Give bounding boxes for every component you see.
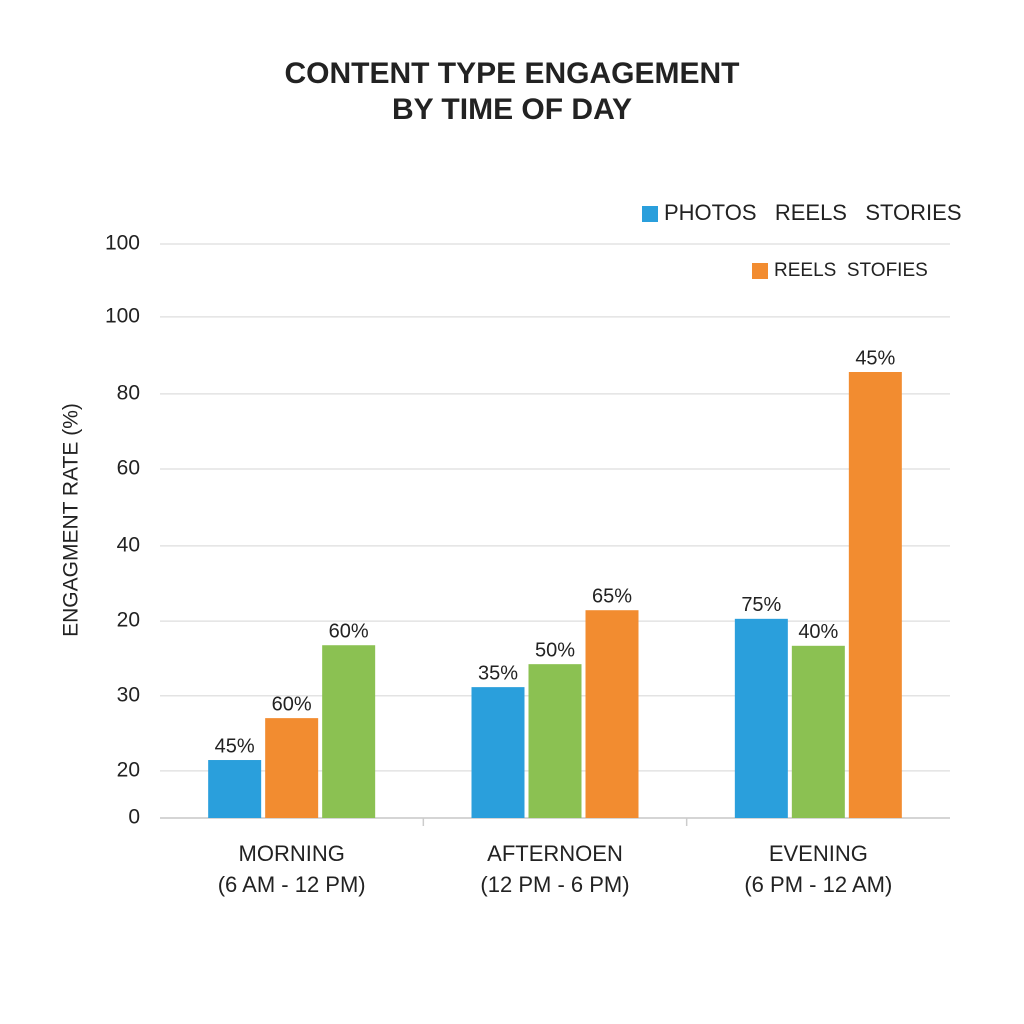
bar [791,645,845,818]
x-tick-label: (6 PM - 12 AM) [744,872,892,897]
bar-label: 60% [272,693,312,715]
bar [322,645,376,818]
bar [265,718,319,818]
bar-label: 35% [478,662,518,684]
legend-swatch [642,206,658,222]
bar-label: 45% [215,735,255,757]
y-axis-label: ENGAGMENT RATE (%) [60,403,83,637]
x-tick-label: EVENING [769,841,868,866]
chart-title: BY TIME OF DAY [392,93,632,126]
bar [585,610,639,818]
bar-label: 45% [855,347,895,369]
y-tick-label: 20 [117,758,140,781]
legend-swatch [752,263,768,279]
bar-label: 50% [535,639,575,661]
y-tick-label: 100 [105,304,140,327]
bar-label: 75% [741,594,781,616]
bar [528,664,582,818]
x-tick-label: MORNING [239,841,345,866]
y-tick-label: 100 [105,232,140,255]
bar [848,372,902,818]
bar [208,760,262,818]
y-tick-label: 0 [128,806,140,829]
legend-label: REELS STOFIES [774,260,928,281]
y-tick-label: 60 [117,457,140,480]
legend-label: PHOTOS REELS STORIES [664,200,962,225]
bar [471,687,525,818]
bar-label: 60% [329,621,369,643]
x-tick-label: AFTERNOEN [487,841,623,866]
bar [734,618,788,818]
bar-label: 40% [798,621,838,643]
y-tick-label: 40 [117,533,140,556]
y-tick-label: 30 [117,683,140,706]
bar-label: 65% [592,585,632,607]
y-tick-label: 80 [117,381,140,404]
x-tick-label: (12 PM - 6 PM) [480,872,629,897]
x-tick-label: (6 AM - 12 PM) [218,872,366,897]
y-tick-label: 20 [117,609,140,632]
chart-title: CONTENT TYPE ENGAGEMENT [284,57,739,90]
